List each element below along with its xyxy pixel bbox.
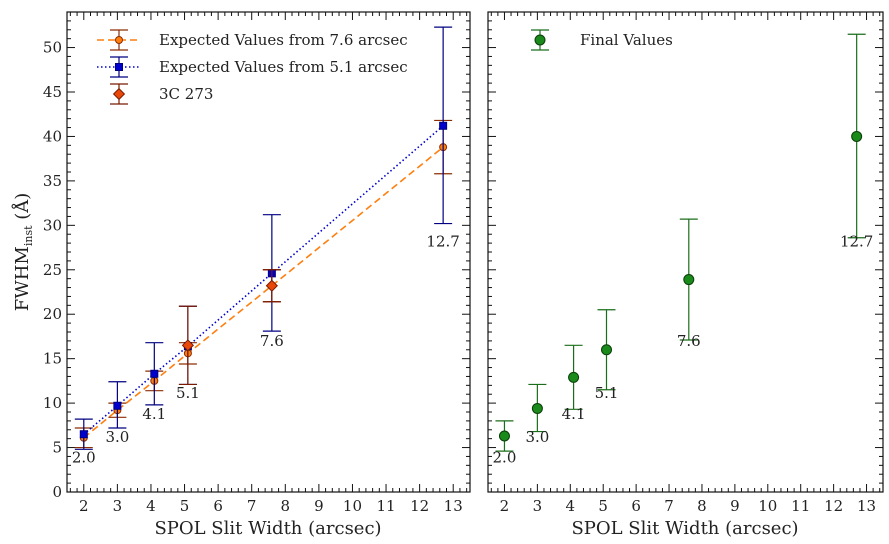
left-legend: Expected Values from 7.6 arcsec Expected … [97,29,408,105]
right-series-0 [495,33,866,452]
right-legend-marker [534,34,546,46]
left-data-point [439,121,448,130]
y-axis-label: FWHMinst (Å) [11,193,35,312]
right-data-point [601,344,612,356]
left-x-tick-label: 6 [213,497,223,515]
right-x-axis-label: SPOL Slit Width (arcsec) [571,518,798,539]
left-x-tick-label: 3 [113,497,123,515]
left-x-tick-label: 9 [314,497,324,515]
left-x-tick-label: 4 [146,497,156,515]
right-data-point [498,430,510,442]
right-x-tick-label: 10 [758,497,777,515]
left-series-line [83,146,444,439]
right-x-tick-label: 2 [500,497,510,515]
left-x-tick-label: 11 [376,497,395,515]
right-x-tick-label: 4 [566,497,576,515]
right-axis-ticks: 2 3 4 5 6 7 8 9 10 11 12 13 [488,11,883,515]
left-x-tick-label: 8 [281,497,291,515]
left-y-tick-label: 10 [43,394,62,412]
right-x-tick-label: 12 [824,497,843,515]
right-point-label: 4.1 [562,405,586,423]
left-y-tick-label: 5 [52,439,62,457]
left-point-label: 12.7 [426,233,459,251]
left-y-tick-label: 0 [52,483,62,501]
right-data-point [531,402,543,414]
left-point-label: 3.0 [105,428,129,446]
right-point-label: 7.6 [677,332,701,350]
right-x-tick-label: 3 [533,497,543,515]
left-data-point [79,430,88,439]
left-legend-label: Expected Values from 7.6 arcsec [159,31,408,49]
left-legend-label: 3C 273 [159,85,213,103]
left-legend-entry: Expected Values from 7.6 arcsec [97,29,408,51]
left-y-tick-label: 35 [43,172,62,190]
left-y-tick-label: 30 [43,216,62,234]
right-point-label: 12.7 [840,233,873,251]
left-point-label: 4.1 [142,405,166,423]
right-x-tick-label: 8 [697,497,707,515]
left-x-tick-label: 12 [410,497,429,515]
left-y-tick-label: 25 [43,261,62,279]
right-point-label: 2.0 [493,449,517,467]
left-point-label: 7.6 [260,332,284,350]
left-series-2 [178,269,281,386]
right-x-tick-label: 6 [631,497,641,515]
right-panel: 2 3 4 5 6 7 8 9 10 11 12 13 2.0 3.0 4.1 5.1 7.6 12.7 SPO… [487,11,884,539]
right-legend: Final Values [531,29,673,51]
left-series-0 [74,119,453,449]
right-x-tick-label: 9 [730,497,740,515]
right-data-point [683,274,695,286]
left-data-point [113,401,122,410]
left-x-tick-label: 10 [343,497,362,515]
left-y-tick-label: 45 [43,83,62,101]
left-x-tick-label: 7 [247,497,257,515]
right-legend-entry: Final Values [531,29,673,51]
right-x-tick-label: 13 [857,497,876,515]
left-legend-entry: Expected Values from 5.1 arcsec [97,56,408,78]
right-plot-area: 2.0 3.0 4.1 5.1 7.6 12.7 [493,33,873,467]
left-y-tick-label: 20 [43,305,62,323]
right-legend-label: Final Values [580,31,673,49]
left-y-tick-label: 40 [43,127,62,145]
left-x-tick-label: 5 [180,497,190,515]
left-series-line [83,125,444,435]
left-data-point [150,369,159,378]
left-data-point [265,279,278,292]
right-x-tick-label: 7 [664,497,674,515]
right-point-label: 3.0 [525,428,549,446]
right-plot-frame [487,11,884,493]
left-y-tick-label: 15 [43,350,62,368]
left-x-tick-label: 13 [444,497,463,515]
left-legend-entry: 3C 273 [110,83,213,105]
left-legend-marker [115,36,123,44]
right-x-tick-label: 5 [598,497,608,515]
left-legend-label: Expected Values from 5.1 arcsec [159,58,408,76]
left-legend-marker [112,87,126,101]
left-data-point [181,339,195,352]
left-point-label: 2.0 [72,449,96,467]
left-legend-marker [115,63,123,71]
right-point-label: 5.1 [595,384,619,402]
right-x-tick-label: 11 [791,497,810,515]
right-data-point [851,130,863,142]
left-plot-area: 2.0 3.0 4.1 5.1 7.6 12.7 [72,26,460,467]
left-x-axis-label: SPOL Slit Width (arcsec) [154,518,381,539]
left-series-1 [74,26,453,450]
left-y-tick-label: 50 [43,39,62,57]
left-point-label: 5.1 [176,384,200,402]
right-data-point [568,371,580,383]
left-x-tick-label: 2 [79,497,89,515]
